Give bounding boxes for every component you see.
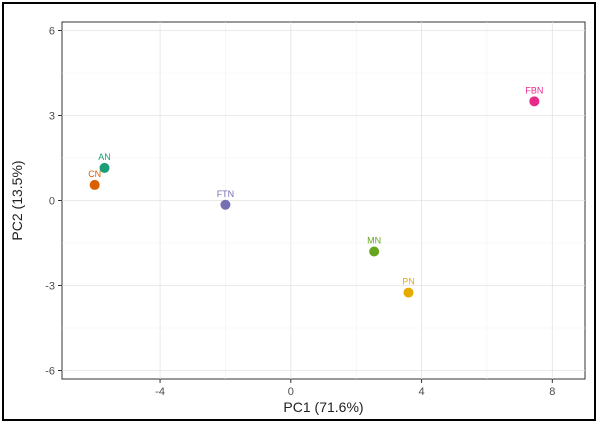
x-axis-label: PC1 (71.6%) xyxy=(283,399,363,415)
point-marker xyxy=(529,96,540,107)
y-axis-label: PC2 (13.5%) xyxy=(9,160,25,240)
grid-lines xyxy=(62,22,585,379)
y-tick-label: -3 xyxy=(45,281,55,293)
point-label: AN xyxy=(98,152,111,162)
y-axis-ticks: -6 -3 0 3 6 xyxy=(45,26,62,378)
point-marker xyxy=(220,199,231,210)
data-point-cn: CN xyxy=(88,169,101,190)
x-tick-label: 8 xyxy=(549,386,555,398)
point-marker xyxy=(369,246,380,257)
data-points: AN CN FTN FBN MN PN xyxy=(88,85,543,298)
y-tick-label: 6 xyxy=(49,26,55,38)
y-tick-label: -6 xyxy=(45,366,55,378)
x-axis-ticks: -4 0 4 8 xyxy=(155,379,555,398)
data-point-fbn: FBN xyxy=(525,85,543,107)
point-label: FTN xyxy=(217,189,235,199)
data-point-an: AN xyxy=(98,152,111,173)
point-marker xyxy=(403,287,414,298)
point-label: FBN xyxy=(525,85,543,95)
x-tick-label: -4 xyxy=(155,386,165,398)
y-tick-label: 3 xyxy=(49,111,55,123)
point-label: CN xyxy=(88,169,101,179)
x-tick-label: 0 xyxy=(288,386,294,398)
x-tick-label: 4 xyxy=(419,386,425,398)
point-marker xyxy=(89,179,100,190)
data-point-ftn: FTN xyxy=(217,189,235,210)
data-point-pn: PN xyxy=(402,277,415,298)
point-label: MN xyxy=(367,236,381,246)
point-label: PN xyxy=(402,277,415,287)
point-marker xyxy=(99,162,110,173)
data-point-mn: MN xyxy=(367,236,381,257)
y-tick-label: 0 xyxy=(49,196,55,208)
